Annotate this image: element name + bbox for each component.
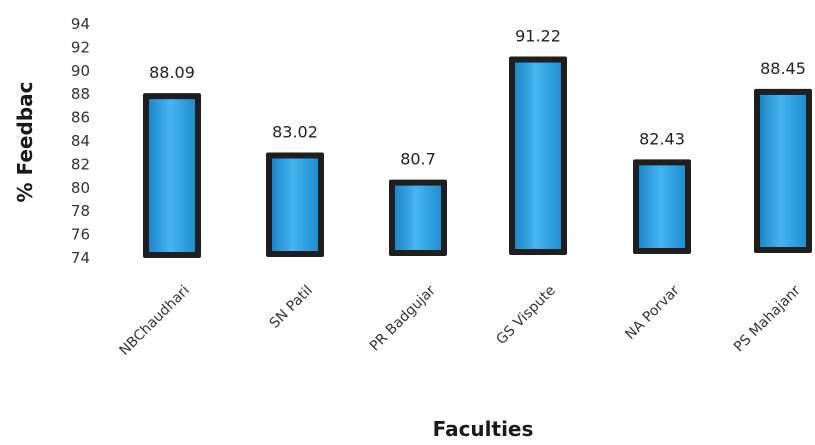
y-tick-label: 92 — [71, 38, 90, 56]
bars — [143, 56, 812, 258]
category-label: PS Mahajanr — [731, 282, 804, 355]
bar-fill — [760, 94, 806, 247]
category-label: SN Patil — [267, 283, 316, 332]
y-axis-title: % Feedbac — [13, 82, 37, 203]
bar-fill — [149, 99, 195, 252]
data-label: 88.45 — [760, 59, 806, 78]
y-tick-label: 82 — [71, 155, 90, 173]
data-label: 80.7 — [400, 150, 436, 169]
y-tick-label: 86 — [71, 109, 90, 127]
data-label: 83.02 — [272, 122, 318, 141]
bar-fill — [639, 165, 685, 248]
data-label: 82.43 — [639, 129, 685, 148]
data-label: 88.09 — [149, 63, 195, 82]
category-label: NBChaudhari — [117, 283, 193, 359]
bar-fill — [272, 158, 318, 251]
y-tick-label: 88 — [71, 85, 90, 103]
data-labels: 88.09 83.02 80.7 91.22 82.43 88.45 — [149, 27, 806, 169]
data-label: 91.22 — [515, 27, 561, 46]
y-tick-label: 76 — [71, 226, 90, 244]
y-tick-label: 74 — [71, 249, 90, 267]
category-labels: NBChaudhari SN Patil PR Badgujar GS Vispute… — [117, 282, 804, 358]
y-axis-ticks: 74 76 78 80 82 84 86 88 90 92 94 — [71, 15, 90, 267]
bar-fill — [395, 185, 441, 250]
y-tick-label: 78 — [71, 202, 90, 220]
category-label: GS Vispute — [493, 283, 558, 348]
category-label: PR Badgujar — [367, 282, 439, 354]
y-tick-label: 90 — [71, 62, 90, 80]
y-tick-label: 94 — [71, 15, 90, 33]
bar-fill — [515, 62, 561, 249]
category-label: NA Porvar — [622, 282, 683, 343]
y-tick-label: 84 — [71, 132, 90, 150]
y-tick-label: 80 — [71, 179, 90, 197]
x-axis-title: Faculties — [433, 417, 534, 441]
